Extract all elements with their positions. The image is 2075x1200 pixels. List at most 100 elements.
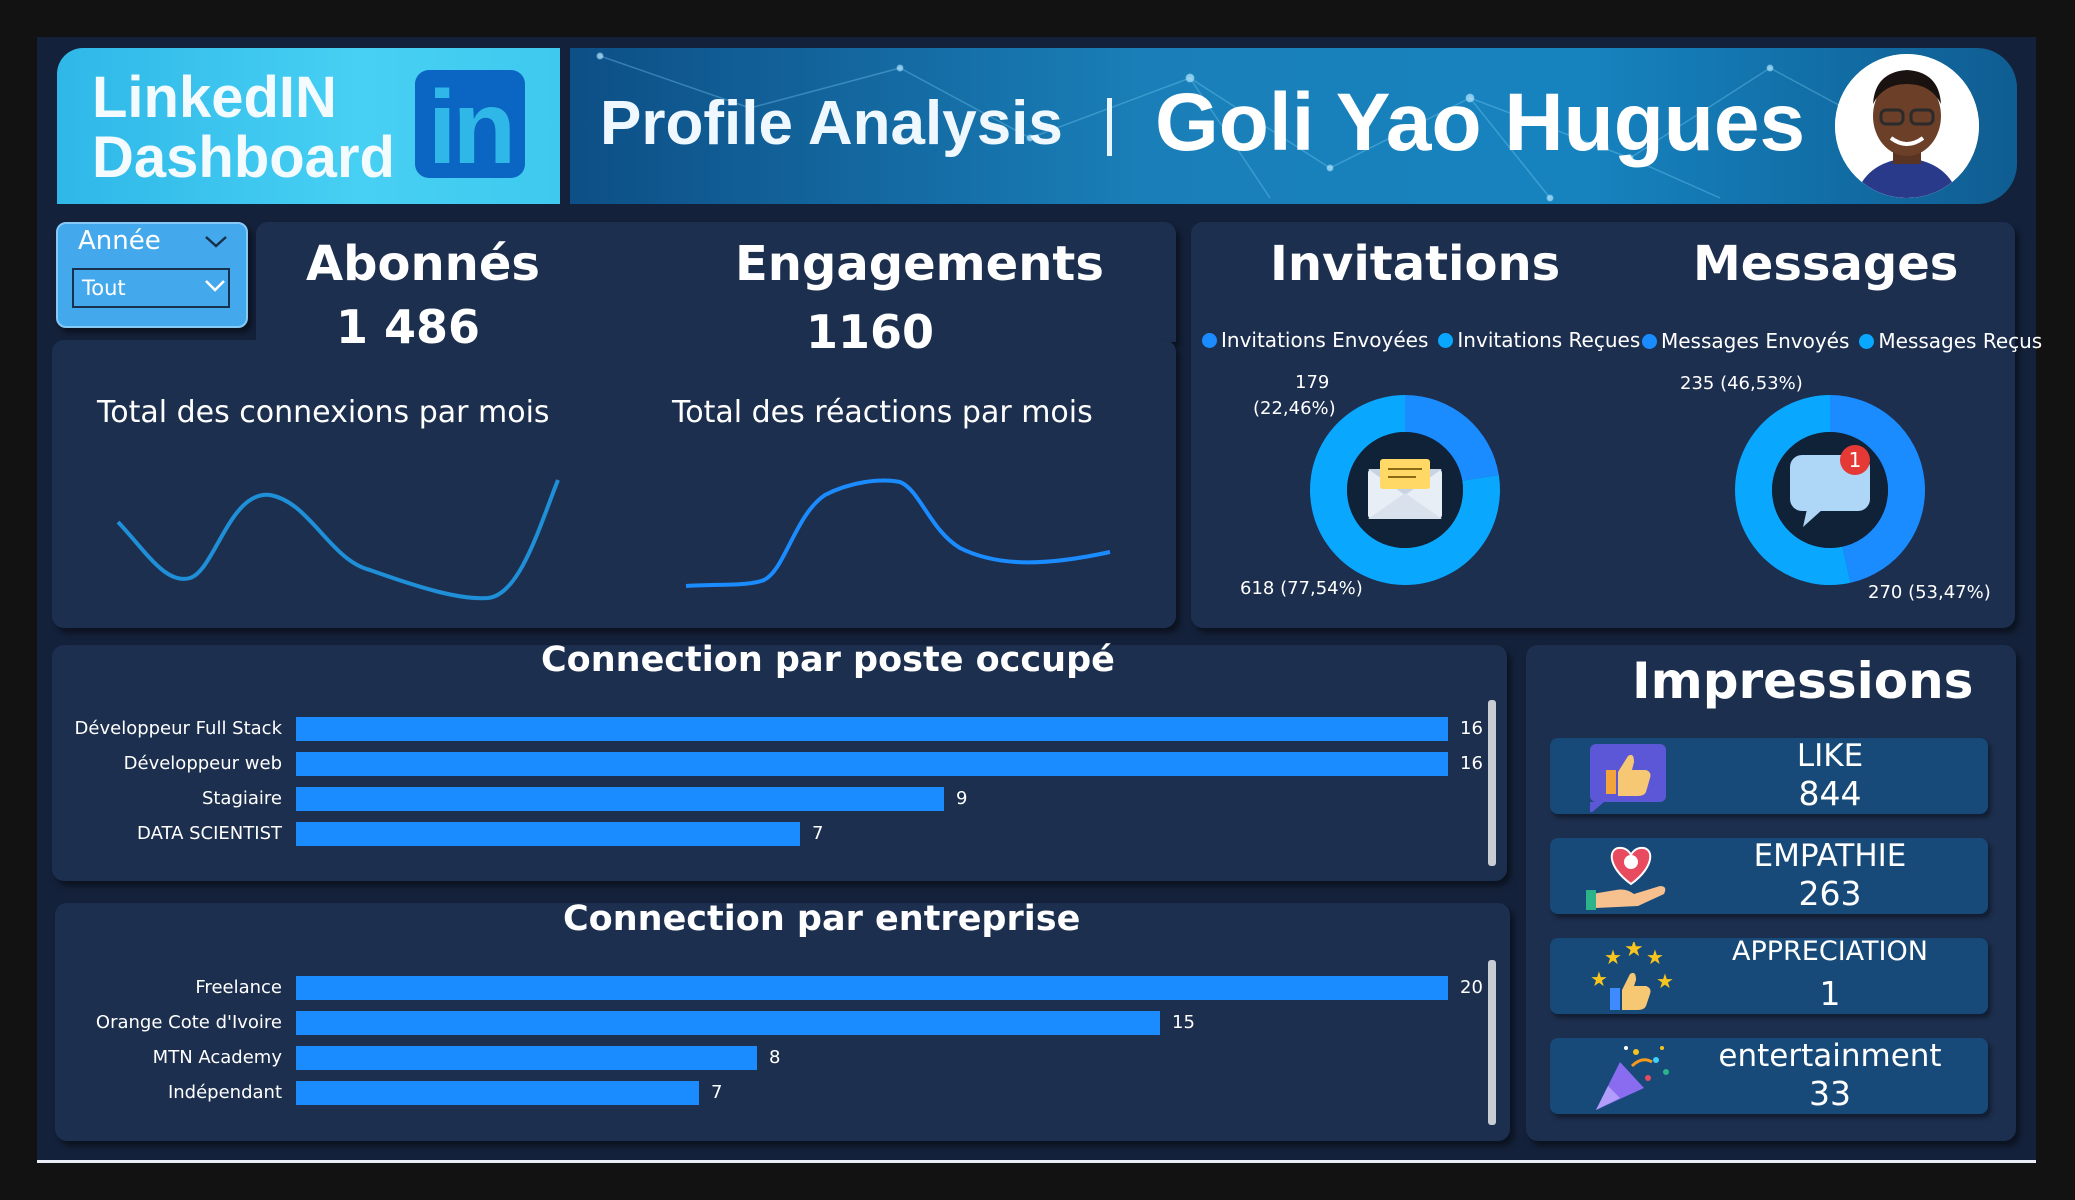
abonnes-title: Abonnés (306, 236, 540, 292)
impression-value: 1 (1819, 974, 1841, 1013)
bar-category-label: Développeur Full Stack (74, 718, 282, 739)
profile-name: Goli Yao Hugues (1155, 77, 1806, 168)
linkedin-logo-icon: in (415, 70, 525, 186)
year-dropdown-value: Tout (82, 276, 126, 300)
connexions-line (116, 479, 560, 601)
donut-slice[interactable] (1735, 395, 1851, 585)
stars-thumb-icon: ★ ★ ★ ★ ★ (1590, 942, 1674, 1010)
impression-name: LIKE (1796, 738, 1864, 774)
kpi-panel (256, 222, 1176, 342)
bar[interactable] (296, 787, 944, 811)
bar-category-label: MTN Academy (152, 1047, 282, 1068)
legend-messages-sent: Messages Envoyés (1661, 329, 1850, 353)
year-slicer[interactable]: Année Tout (56, 222, 248, 328)
engagements-title: Engagements (735, 236, 1104, 292)
connexions-chart-title: Total des connexions par mois (97, 395, 550, 430)
donut-slice[interactable] (1310, 395, 1500, 585)
avatar (1835, 54, 1979, 198)
brand-title: LinkedIN Dashboard (92, 68, 395, 188)
bar[interactable] (296, 1011, 1160, 1035)
poste-scrollbar[interactable] (1488, 700, 1496, 866)
impression-value: 263 (1798, 874, 1862, 913)
messages-bottom-label: 270 (53,47%) (1868, 582, 1991, 603)
bar-value-label: 7 (812, 823, 824, 844)
svg-text:★: ★ (1656, 969, 1674, 993)
legend-dot-received (1859, 333, 1875, 349)
brand-title-line1: LinkedIN (92, 65, 337, 130)
donut-slice[interactable] (1830, 395, 1925, 583)
invitations-top-pct: (22,46%) (1253, 398, 1336, 419)
bar[interactable] (296, 822, 800, 846)
bar[interactable] (296, 752, 1448, 776)
party-popper-icon (1596, 1046, 1669, 1110)
invitations-donut (1310, 395, 1500, 585)
engagements-value: 1160 (806, 305, 935, 359)
dropdown-chevron-icon[interactable] (204, 278, 226, 294)
reactions-chart-title: Total des réactions par mois (672, 395, 1093, 430)
network-background-icon (596, 52, 1904, 202)
messages-legend: Messages Envoyés Messages Reçus (1642, 329, 2042, 353)
impression-card-entertainment: entertainment 33 (1550, 1038, 1988, 1114)
messages-title: Messages (1693, 236, 1959, 292)
impressions-title: Impressions (1632, 652, 1974, 710)
brand-block: LinkedIN Dashboard in (57, 48, 560, 204)
chevron-down-icon[interactable] (204, 234, 228, 250)
year-dropdown[interactable]: Tout (72, 268, 230, 308)
bar-category-label: Freelance (195, 977, 282, 998)
svg-text:★: ★ (1604, 945, 1622, 969)
bar[interactable] (296, 717, 1448, 741)
bar-category-label: Indépendant (167, 1082, 282, 1103)
messages-top-label: 235 (46,53%) (1680, 373, 1803, 394)
banner-separator (1107, 98, 1112, 156)
invitations-top-value: 179 (1295, 372, 1330, 393)
bar-value-label: 16 (1460, 753, 1483, 774)
bar-category-label: DATA SCIENTIST (137, 823, 282, 844)
bar[interactable] (296, 976, 1448, 1000)
impression-card-appreciation: ★ ★ ★ ★ ★ APPRECIATION 1 (1550, 936, 1988, 1014)
bar-value-label: 7 (711, 1082, 723, 1103)
bar-category-label: Stagiaire (201, 788, 282, 809)
impression-value: 844 (1798, 774, 1862, 813)
bar-value-label: 15 (1172, 1012, 1195, 1033)
entreprise-scrollbar[interactable] (1488, 960, 1496, 1125)
invitations-title: Invitations (1270, 236, 1561, 292)
slicer-label: Année (78, 226, 161, 256)
svg-text:★: ★ (1590, 967, 1608, 991)
abonnes-value: 1 486 (336, 300, 481, 354)
legend-invitations-sent: Invitations Envoyées (1221, 328, 1429, 352)
bar-value-label: 16 (1460, 718, 1483, 739)
impression-value: 33 (1809, 1074, 1851, 1113)
connexions-sparkline (116, 479, 560, 601)
bar[interactable] (296, 1081, 699, 1105)
bar-category-label: Orange Cote d'Ivoire (95, 1012, 282, 1033)
bar[interactable] (296, 1046, 757, 1070)
invitations-bottom-label: 618 (77,54%) (1240, 578, 1363, 599)
bar-value-label: 8 (769, 1047, 781, 1068)
brand-title-line2: Dashboard (92, 125, 395, 190)
banner-subtitle: Profile Analysis (600, 89, 1063, 158)
heart-hand-icon (1586, 846, 1666, 910)
chat-bubble-icon: 1 (1790, 445, 1870, 527)
donut-slice[interactable] (1405, 395, 1499, 481)
avatar-portrait-icon (1835, 54, 1979, 198)
legend-dot-sent (1642, 333, 1657, 349)
messages-donut: 1 (1735, 395, 1925, 585)
sparkline-panel (52, 340, 1176, 628)
impression-name: EMPATHIE (1753, 838, 1907, 874)
bar-value-label: 20 (1460, 977, 1483, 998)
reactions-sparkline (685, 478, 1111, 588)
invitations-donut-slices (1310, 395, 1500, 585)
messages-donut-slices (1735, 395, 1925, 585)
notification-badge: 1 (1849, 448, 1862, 472)
entreprise-chart-title: Connection par entreprise (563, 899, 1081, 939)
poste-chart-title: Connection par poste occupé (541, 640, 1115, 680)
bar-category-label: Développeur web (123, 753, 282, 774)
invitations-legend: Invitations Envoyées Invitations Reçues (1202, 328, 1640, 352)
bottom-divider (37, 1160, 2036, 1163)
linkedin-logo-text: in (427, 70, 516, 186)
header-banner: Profile Analysis Goli Yao Hugues (570, 48, 2017, 204)
impression-card-like: LIKE 844 (1550, 738, 1988, 814)
thumbs-up-icon (1590, 744, 1666, 812)
reactions-line (685, 478, 1111, 588)
legend-messages-received: Messages Reçus (1878, 329, 2043, 353)
